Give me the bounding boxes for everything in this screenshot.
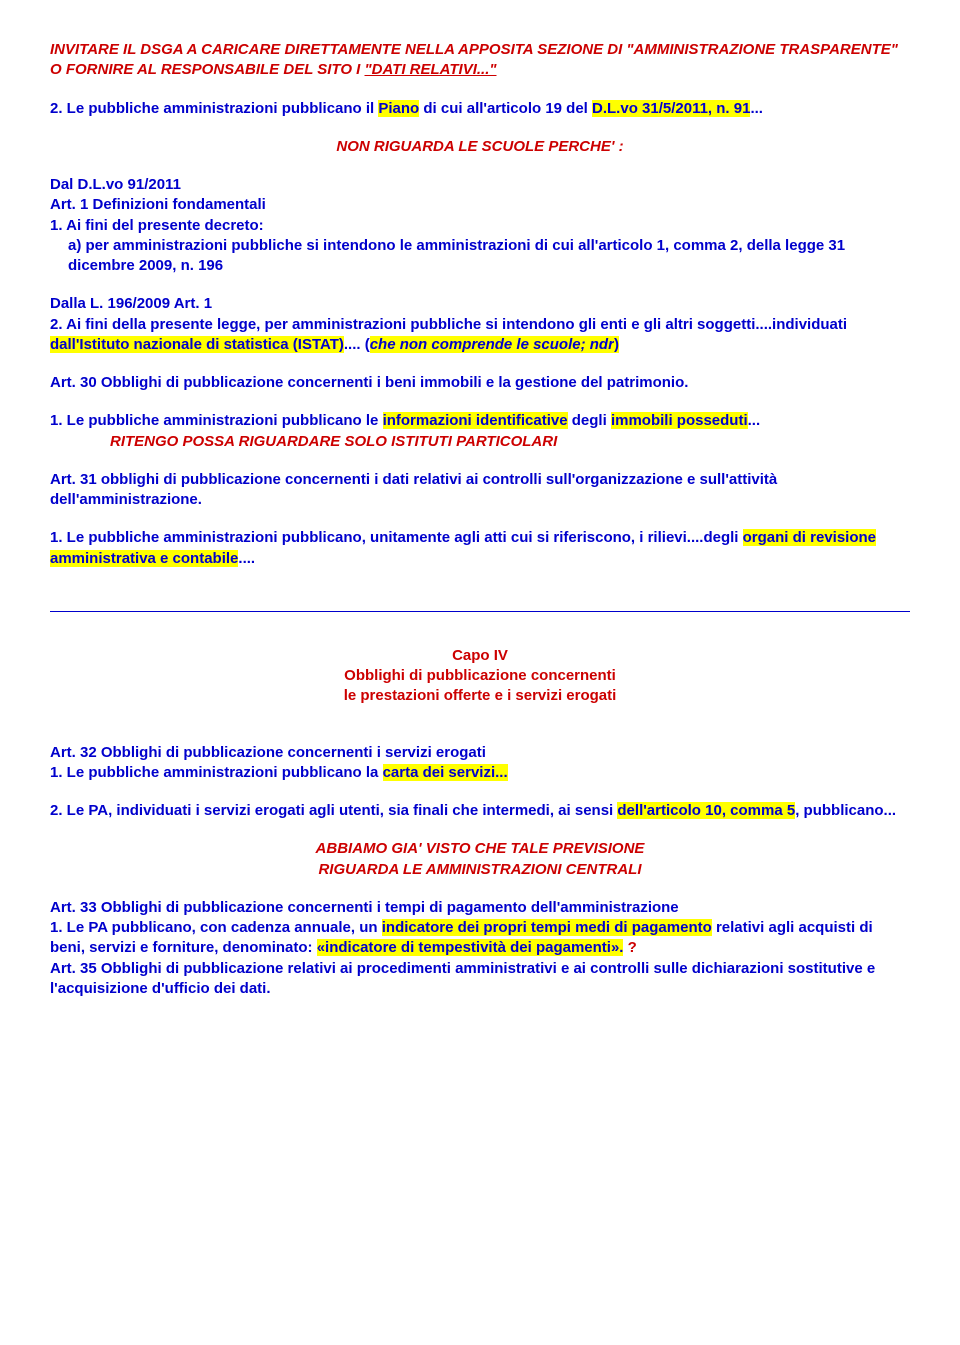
p4-t4: a) per amministrazioni pubbliche si inte… (68, 237, 845, 274)
p5-t5: che non comprende le scuole; ndr (370, 336, 614, 353)
p2-t3: di cui all'articolo 19 del (419, 100, 592, 117)
capo4-t1: Capo IV (452, 647, 508, 664)
p2-t1: 2. Le pubbliche amministrazioni pubblica… (50, 100, 378, 117)
p5-t6: ) (614, 336, 619, 353)
p7-t3: degli (568, 412, 611, 429)
p7-t5: ... (748, 412, 761, 429)
art-31-content: 1. Le pubbliche amministrazioni pubblica… (50, 528, 910, 569)
p12-t2a: 1. Le PA pubblicano, con cadenza annuale… (50, 919, 382, 936)
p10-t4: 2. Le PA, individuati i servizi erogati … (50, 802, 617, 819)
l-196-2009: Dalla L. 196/2009 Art. 1 2. Ai fini dell… (50, 294, 910, 355)
p5-t4: .... ( (344, 336, 370, 353)
capo4-t2: Obblighi di pubblicazione concernenti (344, 667, 616, 684)
capo-iv: Capo IV Obblighi di pubblicazione concer… (50, 646, 910, 707)
p11-t2: RIGUARDA LE AMMINISTRAZIONI CENTRALI (318, 861, 641, 878)
p2-t4: D.L.vo 31/5/2011, n. 91 (592, 100, 750, 117)
p10-t5: dell'articolo 10, comma 5 (617, 802, 795, 819)
p6-t1: Art. 30 Obblighi di pubblicazione concer… (50, 374, 688, 391)
intro-text-2: "DATI RELATIVI..." (365, 61, 497, 78)
p12-t2b: indicatore dei propri tempi medi di paga… (382, 919, 712, 936)
art-31: Art. 31 obblighi di pubblicazione concer… (50, 470, 910, 511)
p4-t3: 1. Ai fini del presente decreto: (50, 217, 264, 234)
p7-t2: informazioni identificative (383, 412, 568, 429)
p2-t5: ... (750, 100, 763, 117)
p9-t3: .... (238, 550, 255, 567)
abbiamo-gia: ABBIAMO GIA' VISTO CHE TALE PREVISIONE R… (50, 839, 910, 880)
p10-t2: 1. Le pubbliche amministrazioni pubblica… (50, 764, 383, 781)
p12-q: ? (623, 939, 636, 956)
p3-t1: NON RIGUARDA LE SCUOLE PERCHE' : (336, 138, 623, 155)
art-piano: 2. Le pubbliche amministrazioni pubblica… (50, 99, 910, 119)
art-30: Art. 30 Obblighi di pubblicazione concer… (50, 373, 910, 393)
p4-t1: Dal D.L.vo 91/2011 (50, 176, 181, 193)
p9-t1: 1. Le pubbliche amministrazioni pubblica… (50, 529, 743, 546)
p4-t2: Art. 1 Definizioni fondamentali (50, 196, 266, 213)
p7-t1: 1. Le pubbliche amministrazioni pubblica… (50, 412, 383, 429)
p5-t2: 2. Ai fini della presente legge, per amm… (50, 316, 847, 333)
p10-t1: Art. 32 Obblighi di pubblicazione concer… (50, 744, 486, 761)
p12-t1: Art. 33 Obblighi di pubblicazione concer… (50, 899, 679, 916)
p7-t4: immobili posseduti (611, 412, 748, 429)
p11-t1: ABBIAMO GIA' VISTO CHE TALE PREVISIONE (316, 840, 645, 857)
art-33: Art. 33 Obblighi di pubblicazione concer… (50, 898, 910, 959)
p2-t2: Piano (378, 100, 419, 117)
dlvo-91-2011: Dal D.L.vo 91/2011 Art. 1 Definizioni fo… (50, 175, 910, 276)
p12-t2d: «indicatore di tempestività dei pagament… (317, 939, 624, 956)
p7-t6: RITENGO POSSA RIGUARDARE SOLO ISTITUTI P… (110, 433, 557, 450)
art-32: Art. 32 Obblighi di pubblicazione concer… (50, 743, 910, 822)
p13-t1: Art. 35 Obblighi di pubblicazione relati… (50, 960, 875, 997)
divider (50, 611, 910, 612)
non-riguarda: NON RIGUARDA LE SCUOLE PERCHE' : (50, 137, 910, 157)
capo4-t3: le prestazioni offerte e i servizi eroga… (344, 687, 617, 704)
p5-t1: Dalla L. 196/2009 Art. 1 (50, 295, 212, 312)
p8-t1: Art. 31 obblighi di pubblicazione concer… (50, 471, 777, 508)
p10-t3: carta dei servizi... (383, 764, 508, 781)
art-30-content: 1. Le pubbliche amministrazioni pubblica… (50, 411, 910, 452)
art-35: Art. 35 Obblighi di pubblicazione relati… (50, 959, 910, 1000)
intro-action: INVITARE IL DSGA A CARICARE DIRETTAMENTE… (50, 40, 910, 81)
p10-t6: , pubblicano... (795, 802, 896, 819)
p5-t3: dall'Istituto nazionale di statistica (I… (50, 336, 344, 353)
